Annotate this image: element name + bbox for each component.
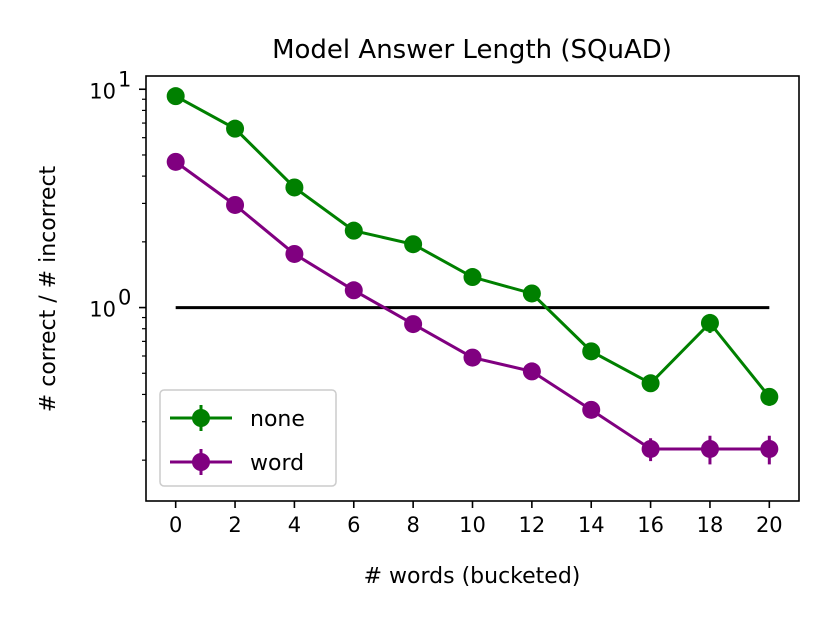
data-point-word xyxy=(582,400,601,419)
x-axis-label: # words (bucketed) xyxy=(364,564,581,589)
data-layer xyxy=(166,87,779,465)
data-point-none xyxy=(760,387,779,406)
y-axis-label: # correct / # incorrect xyxy=(36,165,61,412)
x-tick-label: 18 xyxy=(697,513,724,537)
x-tick-label: 20 xyxy=(756,513,783,537)
data-point-word xyxy=(344,281,363,300)
y-tick-exponent: 0 xyxy=(118,286,131,310)
data-point-none xyxy=(641,374,660,393)
x-tick-label: 2 xyxy=(228,513,241,537)
data-point-none xyxy=(344,221,363,240)
data-point-word xyxy=(522,362,541,381)
y-tick-exponent: 1 xyxy=(118,67,131,91)
legend-marker-word xyxy=(192,453,210,471)
x-tick-label: 0 xyxy=(169,513,182,537)
legend-label-word: word xyxy=(250,451,304,476)
x-tick-label: 14 xyxy=(578,513,605,537)
data-point-word xyxy=(641,439,660,458)
x-tick-label: 10 xyxy=(459,513,486,537)
data-point-none xyxy=(166,87,185,106)
data-point-none xyxy=(285,178,304,197)
y-tick-label: 10 xyxy=(89,298,116,322)
data-point-none xyxy=(700,313,719,332)
data-point-none xyxy=(463,268,482,287)
legend-box xyxy=(159,389,337,487)
legend-marker-none xyxy=(192,409,210,427)
x-tick-label: 16 xyxy=(637,513,664,537)
x-tick-label: 8 xyxy=(406,513,419,537)
data-point-word xyxy=(404,315,423,334)
x-tick-label: 12 xyxy=(518,513,545,537)
data-point-word xyxy=(463,348,482,367)
x-tick-label: 4 xyxy=(288,513,301,537)
data-point-word xyxy=(166,152,185,171)
data-point-word xyxy=(700,439,719,458)
data-point-none xyxy=(522,284,541,303)
data-point-none xyxy=(404,235,423,254)
chart-title: Model Answer Length (SQuAD) xyxy=(272,35,672,65)
x-tick-label: 6 xyxy=(347,513,360,537)
data-point-word xyxy=(760,439,779,458)
legend: none word xyxy=(159,389,337,487)
legend-label-none: none xyxy=(250,407,305,432)
data-point-word xyxy=(285,244,304,263)
data-point-none xyxy=(582,342,601,361)
y-tick-label: 10 xyxy=(89,79,116,103)
data-point-none xyxy=(226,119,245,138)
data-point-word xyxy=(226,195,245,214)
